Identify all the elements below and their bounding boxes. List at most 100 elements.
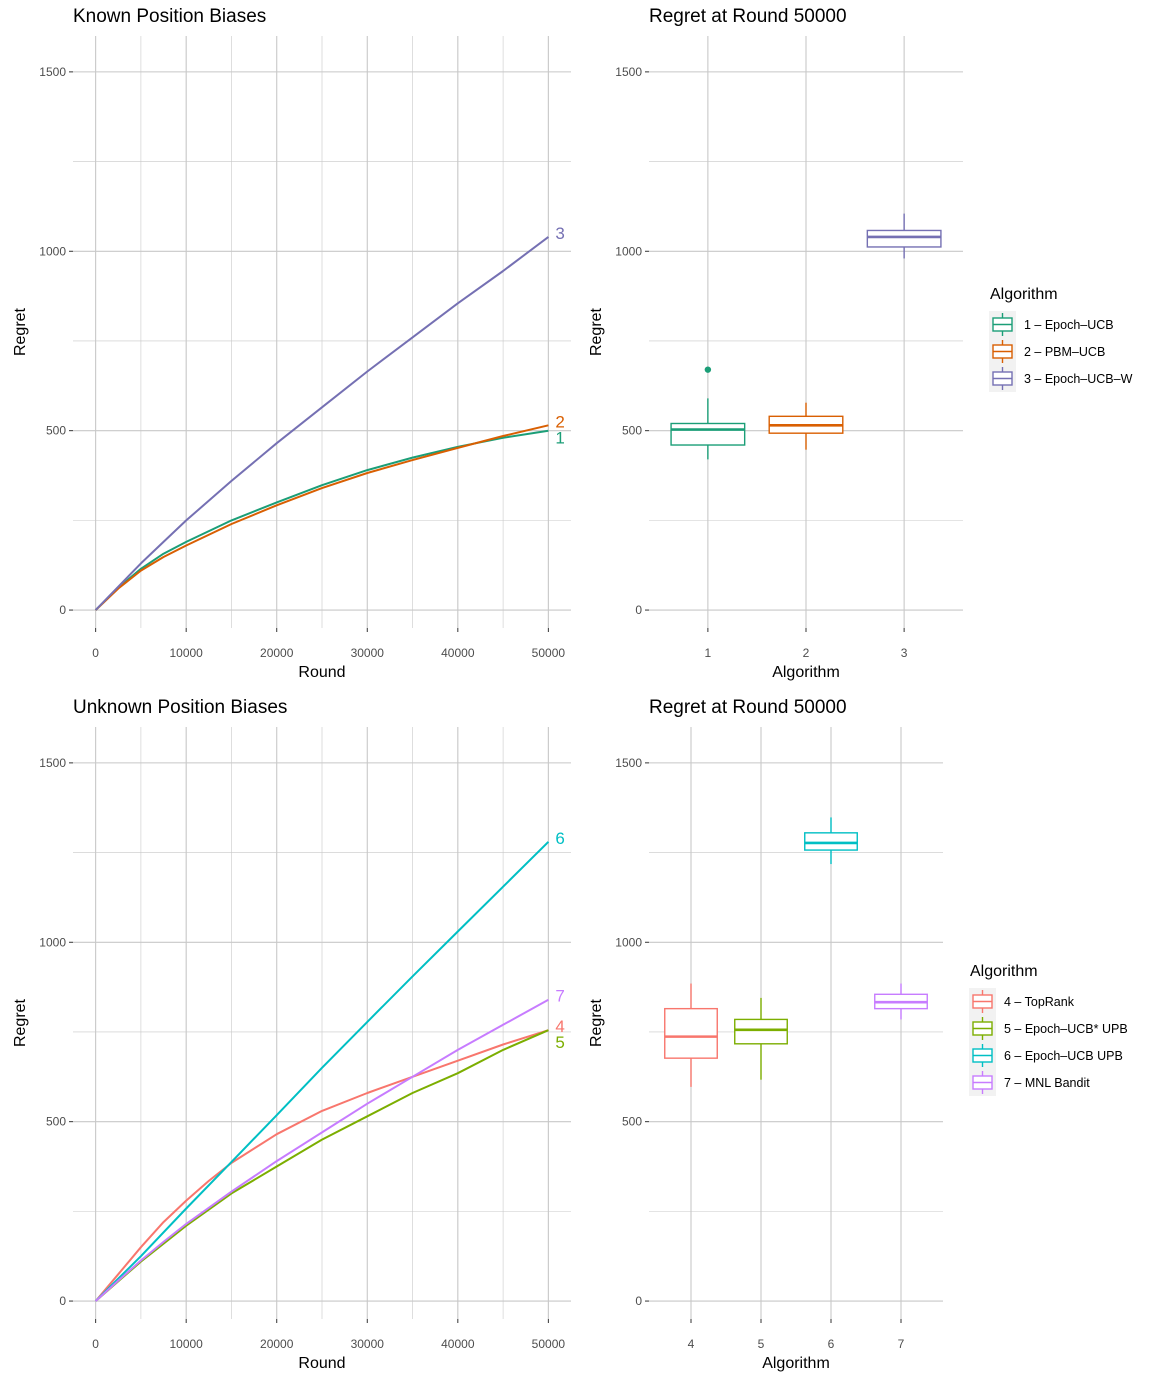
legend-label: 7 – MNL Bandit	[1004, 1076, 1090, 1090]
y-tick-label: 1000	[39, 935, 66, 949]
panel-1: 0 500 1000 1500 0 10000 20000 30000 40000 50000 Kn…	[12, 6, 571, 681]
panel-4: 0 500 1000 1500 4 5 6 7 Regret at Round 50000 Alg…	[588, 697, 1128, 1372]
box-iqr	[734, 1018, 788, 1045]
series-line-4	[94, 1029, 549, 1302]
y-tick-label: 500	[46, 424, 66, 438]
box-iqr	[804, 832, 858, 851]
legend-item-2: 2 – PBM–UCB	[989, 338, 1105, 365]
box-5	[734, 997, 788, 1080]
y-axis-title: Regret	[12, 307, 29, 356]
legend-title: Algorithm	[970, 963, 1038, 980]
boxplots	[664, 817, 928, 1087]
x-tick-label: 30000	[351, 1337, 385, 1351]
legend-item-6: 6 – Epoch–UCB UPB	[969, 1042, 1123, 1069]
x-axis: 0 10000 20000 30000 40000 50000	[92, 1319, 565, 1351]
chart-title: Unknown Position Biases	[73, 697, 287, 718]
box-4	[664, 983, 718, 1087]
legend-item-7: 7 – MNL Bandit	[969, 1069, 1090, 1096]
box-iqr	[664, 1007, 718, 1059]
series-line-2	[94, 424, 549, 611]
y-tick-label: 0	[59, 1294, 66, 1308]
x-tick-label: 20000	[260, 646, 294, 660]
x-tick-label: 50000	[532, 1337, 566, 1351]
gridlines	[73, 727, 571, 1319]
x-tick-label: 10000	[169, 1337, 203, 1351]
series-end-label-2: 2	[555, 412, 564, 431]
boxplots	[670, 213, 942, 460]
series-end-label-5: 5	[555, 1033, 564, 1052]
y-tick-label: 1000	[39, 244, 66, 258]
x-axis-title: Algorithm	[762, 1355, 830, 1372]
series-line-6	[94, 841, 550, 1302]
x-axis-title: Round	[298, 664, 345, 681]
x-tick-label: 40000	[441, 1337, 475, 1351]
box-1	[670, 366, 746, 460]
y-tick-label: 0	[59, 603, 66, 617]
y-axis-title: Regret	[588, 307, 605, 356]
box-iqr	[670, 422, 746, 446]
box-iqr	[866, 229, 942, 248]
series-end-label-4: 4	[555, 1017, 564, 1036]
series-end-label-1: 1	[555, 428, 564, 447]
y-tick-label: 0	[635, 1294, 642, 1308]
x-tick-label: 10000	[169, 646, 203, 660]
legend-label: 5 – Epoch–UCB* UPB	[1004, 1022, 1128, 1036]
legend-item-1: 1 – Epoch–UCB	[989, 311, 1114, 338]
y-tick-label: 1500	[615, 756, 642, 770]
x-axis: 0 10000 20000 30000 40000 50000	[92, 628, 565, 660]
x-tick-label: 1	[705, 646, 712, 660]
panel-2: 0 500 1000 1500 1 2 3 Regret at Round 50000 Algo…	[588, 6, 1133, 681]
legend-item-4: 4 – TopRank	[969, 988, 1075, 1015]
legend-label: 4 – TopRank	[1004, 995, 1075, 1009]
legend: Algorithm 4 – TopRank 5 – Epoch–UCB* UPB 6 …	[969, 963, 1128, 1096]
legend-label: 1 – Epoch–UCB	[1024, 318, 1114, 332]
x-tick-label: 3	[901, 646, 908, 660]
x-tick-label: 7	[898, 1337, 905, 1351]
box-6	[804, 817, 858, 865]
y-tick-label: 0	[635, 603, 642, 617]
y-tick-label: 1500	[615, 65, 642, 79]
y-tick-label: 1500	[39, 756, 66, 770]
x-tick-label: 0	[92, 1337, 99, 1351]
y-axis-title: Regret	[12, 998, 29, 1047]
gridlines	[73, 36, 571, 628]
gridlines	[649, 36, 963, 628]
series-line-7	[94, 998, 549, 1302]
x-axis-title: Algorithm	[772, 664, 840, 681]
x-axis-title: Round	[298, 1355, 345, 1372]
y-tick-label: 500	[622, 1115, 642, 1129]
legend-label: 2 – PBM–UCB	[1024, 345, 1105, 359]
y-tick-label: 500	[622, 424, 642, 438]
x-tick-label: 0	[92, 646, 99, 660]
box-2	[768, 402, 844, 450]
x-tick-label: 30000	[351, 646, 385, 660]
series-lines: 3 21	[94, 224, 565, 611]
y-tick-label: 500	[46, 1115, 66, 1129]
legend-item-5: 5 – Epoch–UCB* UPB	[969, 1015, 1128, 1042]
series-lines: 6 7 45	[94, 829, 565, 1302]
y-axis: 0 500 1000 1500	[615, 756, 649, 1308]
x-tick-label: 40000	[441, 646, 475, 660]
x-tick-label: 2	[803, 646, 810, 660]
y-axis: 0 500 1000 1500	[39, 756, 73, 1308]
series-line-1	[94, 429, 549, 611]
x-tick-label: 20000	[260, 1337, 294, 1351]
legend-item-3: 3 – Epoch–UCB–W	[989, 365, 1133, 392]
y-axis-title: Regret	[588, 998, 605, 1047]
x-tick-label: 50000	[532, 646, 566, 660]
series-end-label-7: 7	[555, 987, 564, 1006]
panel-3: 0 500 1000 1500 0 10000 20000 30000 40000 50000 Un…	[12, 697, 571, 1372]
chart-title: Known Position Biases	[73, 6, 266, 27]
chart-title: Regret at Round 50000	[649, 697, 847, 718]
x-tick-label: 6	[828, 1337, 835, 1351]
x-tick-label: 4	[688, 1337, 695, 1351]
legend-label: 3 – Epoch–UCB–W	[1024, 372, 1133, 386]
y-axis: 0 500 1000 1500	[39, 65, 73, 617]
series-end-label-3: 3	[555, 224, 564, 243]
x-axis: 4 5 6 7	[688, 1319, 905, 1351]
y-tick-label: 1000	[615, 935, 642, 949]
outlier-point	[704, 366, 712, 373]
box-7	[874, 983, 928, 1020]
chart-title: Regret at Round 50000	[649, 6, 847, 27]
